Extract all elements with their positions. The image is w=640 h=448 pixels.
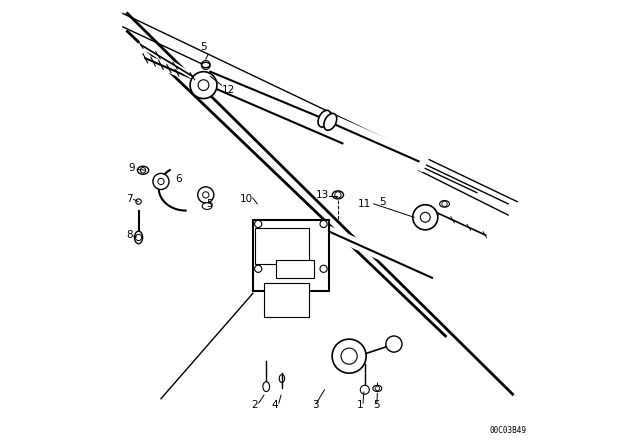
Circle shape xyxy=(201,60,210,69)
Text: 5: 5 xyxy=(206,199,212,209)
Circle shape xyxy=(203,192,209,198)
Text: 3: 3 xyxy=(312,401,319,410)
Text: 12: 12 xyxy=(221,85,235,95)
Circle shape xyxy=(158,178,164,185)
Bar xyxy=(253,220,329,291)
Text: 10: 10 xyxy=(239,194,253,204)
Ellipse shape xyxy=(138,166,148,174)
Circle shape xyxy=(320,265,327,272)
Ellipse shape xyxy=(202,62,210,68)
Circle shape xyxy=(420,212,430,222)
Ellipse shape xyxy=(332,191,344,199)
Circle shape xyxy=(360,385,369,394)
Ellipse shape xyxy=(263,382,269,392)
Circle shape xyxy=(332,339,366,373)
Ellipse shape xyxy=(324,113,337,130)
Text: 8: 8 xyxy=(126,230,133,240)
Text: 13: 13 xyxy=(316,190,329,200)
Circle shape xyxy=(198,80,209,90)
Ellipse shape xyxy=(202,202,212,210)
Circle shape xyxy=(255,265,262,272)
Ellipse shape xyxy=(134,231,143,244)
Circle shape xyxy=(375,386,380,391)
Text: 5: 5 xyxy=(372,401,380,410)
Bar xyxy=(276,260,314,278)
Circle shape xyxy=(136,199,141,204)
Circle shape xyxy=(320,220,327,228)
Bar xyxy=(255,228,308,264)
Text: 00C03B49: 00C03B49 xyxy=(489,426,526,435)
Text: 11: 11 xyxy=(358,199,371,209)
Circle shape xyxy=(255,220,262,228)
Text: 7: 7 xyxy=(126,194,133,204)
Ellipse shape xyxy=(318,110,331,127)
Circle shape xyxy=(136,234,141,241)
Circle shape xyxy=(341,348,357,364)
Text: 2: 2 xyxy=(252,401,259,410)
Bar xyxy=(264,284,309,317)
Circle shape xyxy=(442,201,447,207)
Circle shape xyxy=(198,187,214,203)
Circle shape xyxy=(335,192,341,198)
Ellipse shape xyxy=(440,200,449,207)
Ellipse shape xyxy=(279,375,285,383)
Text: 1: 1 xyxy=(357,401,364,410)
Circle shape xyxy=(190,72,217,99)
Text: 9: 9 xyxy=(129,163,135,173)
Text: 4: 4 xyxy=(272,401,278,410)
Circle shape xyxy=(153,173,169,190)
Circle shape xyxy=(140,168,146,173)
Circle shape xyxy=(413,205,438,230)
Ellipse shape xyxy=(373,385,382,392)
Text: 5: 5 xyxy=(380,198,386,207)
Text: 5: 5 xyxy=(200,42,207,52)
Circle shape xyxy=(386,336,402,352)
Text: 6: 6 xyxy=(175,174,182,184)
